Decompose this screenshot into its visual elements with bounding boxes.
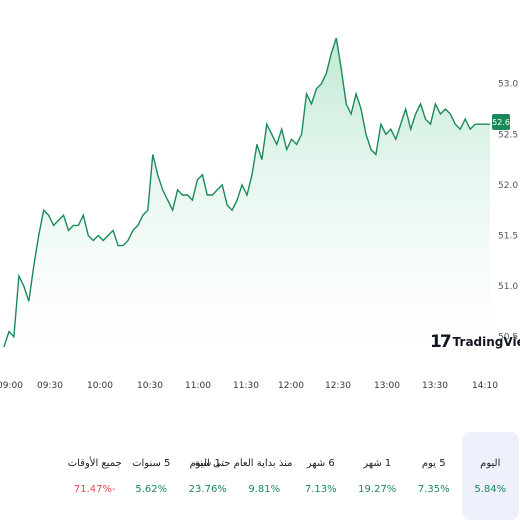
period-label: اليوم [480, 458, 501, 469]
performance-periods: اليوم 5.84% 5 يوم 7.35% 1 شهر 19.27% 6 شهر 7.13… [0, 432, 520, 520]
period-tab[interactable]: 6 شهر 7.13% [293, 432, 350, 520]
y-tick-label: 50.5 [498, 333, 518, 343]
y-tick-label: 53.0 [498, 80, 518, 90]
price-chart[interactable]: 50.5 51.0 51.5 52.0 52.5 53.0 09:00 09:30 10:00… [0, 0, 520, 400]
period-tab[interactable]: منذ بداية العام حتى اليوم 9.81% [189, 432, 293, 520]
period-tab[interactable]: جميع الأوقات 71.47%- [67, 432, 124, 520]
x-tick-label: 10:30 [137, 381, 163, 391]
period-change-value: 7.13% [304, 484, 337, 495]
y-tick-label: 51.0 [498, 282, 518, 292]
x-tick-label: 12:30 [325, 381, 351, 391]
period-label: منذ بداية العام حتى اليوم [189, 458, 293, 469]
period-change-value: 5.84% [474, 484, 507, 495]
x-tick-label: 13:30 [422, 381, 448, 391]
x-tick-label: 13:00 [374, 381, 400, 391]
y-tick-label: 52.0 [498, 181, 518, 191]
price-line [3, 37, 490, 348]
y-axis: 50.5 51.0 51.5 52.0 52.5 53.0 [498, 80, 518, 343]
price-area-fill [4, 38, 490, 362]
period-label: 6 شهر [306, 458, 335, 469]
period-tab[interactable]: اليوم 5.84% [462, 432, 519, 520]
last-price-badge: 52.6 [492, 114, 510, 130]
x-axis: 09:00 09:30 10:00 10:30 11:00 11:30 12:00 12:30… [0, 381, 498, 391]
x-tick-label: 11:30 [233, 381, 259, 391]
period-change-value: 71.47%- [73, 484, 116, 495]
period-tab[interactable]: 5 سنوات 5.62% [123, 432, 180, 520]
tradingview-logo[interactable]: 17 TradingView [430, 332, 520, 352]
period-label: جميع الأوقات [67, 458, 122, 469]
x-tick-label: 12:00 [278, 381, 304, 391]
x-tick-label: 11:00 [185, 381, 211, 391]
period-change-value: 23.76% [188, 484, 227, 495]
period-label: 5 يوم [421, 458, 446, 469]
tradingview-mark-icon: 17 [430, 332, 452, 352]
y-tick-label: 52.5 [498, 130, 518, 140]
period-tab[interactable]: 1 شهر 19.27% [349, 432, 406, 520]
x-tick-label: 10:00 [87, 381, 113, 391]
period-label: 5 سنوات [132, 458, 171, 469]
period-change-value: 5.62% [135, 484, 168, 495]
period-change-value: 9.81% [248, 484, 281, 495]
period-change-value: 19.27% [358, 484, 397, 495]
period-tab[interactable]: 1 سنة 23.76% [180, 432, 237, 520]
tradingview-wordmark: TradingView [452, 335, 520, 349]
period-change-value: 7.35% [417, 484, 450, 495]
period-label: 1 شهر [363, 458, 392, 469]
y-tick-label: 51.5 [498, 231, 518, 241]
period-tab[interactable]: 5 يوم 7.35% [406, 432, 463, 520]
x-tick-label: 14:10 [472, 381, 498, 391]
x-tick-label: 09:30 [37, 381, 63, 391]
x-tick-label: 09:00 [0, 381, 23, 391]
period-label: 1 سنة [194, 458, 221, 469]
